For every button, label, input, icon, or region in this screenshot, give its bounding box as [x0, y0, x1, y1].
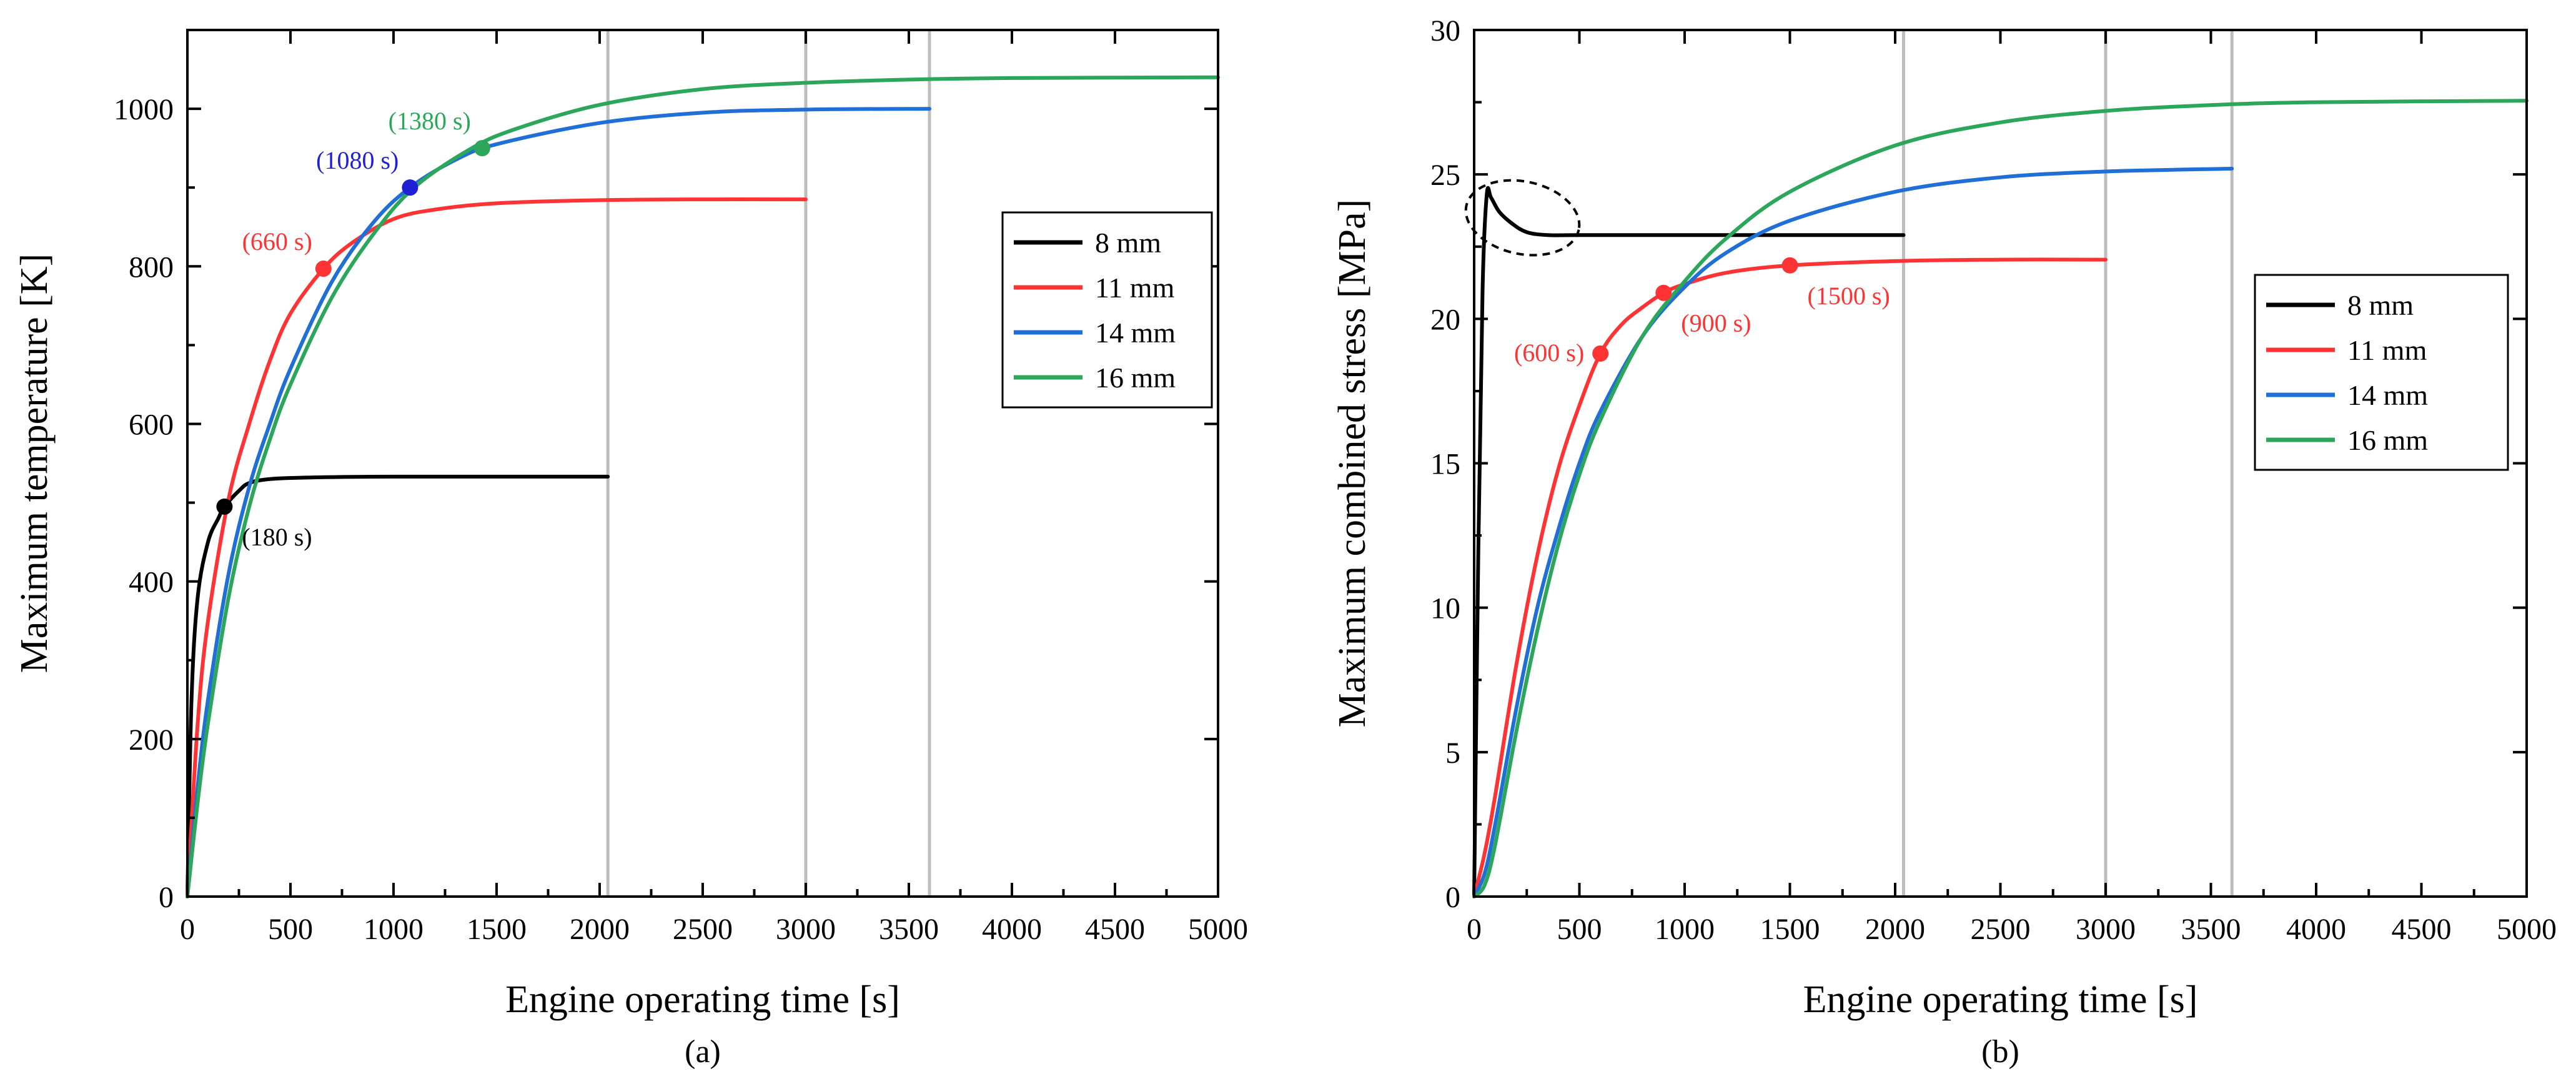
- annotation-label: (1500 s): [1808, 282, 1890, 310]
- annotation-point: [1592, 345, 1609, 362]
- series-line-16-mm: [186, 75, 1220, 898]
- series-line-14-mm: [1472, 166, 2234, 898]
- x-tick-label: 3000: [776, 913, 836, 946]
- x-tick-label: 500: [268, 913, 313, 946]
- panel-caption: (b): [1981, 1034, 2019, 1070]
- legend-label-8-mm: 8 mm: [2347, 289, 2414, 321]
- series-line-8-mm: [186, 474, 610, 898]
- x-tick-label: 1000: [1655, 913, 1715, 946]
- x-tick-label: 0: [180, 913, 195, 946]
- annotation-label: (1080 s): [316, 146, 399, 174]
- y-tick-label: 30: [1430, 14, 1460, 47]
- y-tick-label: 200: [129, 723, 174, 757]
- annotation-point: [1655, 284, 1672, 301]
- x-tick-label: 2000: [1865, 913, 1925, 946]
- annotation-label: (900 s): [1681, 309, 1751, 337]
- y-tick-label: 0: [159, 881, 174, 914]
- series-line-11-mm: [1472, 257, 2108, 898]
- series-line-16-mm: [1472, 99, 2529, 898]
- x-tick-label: 4500: [2392, 913, 2452, 946]
- x-tick-label: 2500: [673, 913, 733, 946]
- annotation-label: (1380 s): [389, 107, 471, 135]
- x-tick-label: 3500: [2181, 913, 2241, 946]
- legend-box: [2254, 274, 2509, 471]
- legend: 8 mm 11 mm 14 mm 16 mm: [2254, 274, 2509, 471]
- y-tick-label: 25: [1430, 159, 1460, 192]
- annotation-label: (660 s): [242, 227, 312, 256]
- series-line-14-mm: [186, 107, 931, 898]
- legend-label-11-mm: 11 mm: [1095, 272, 1175, 304]
- legend-label-14-mm: 14 mm: [2347, 379, 2428, 411]
- legend-label-14-mm: 14 mm: [1095, 317, 1176, 349]
- chart-panel-a: (180 s) (660 s) (1080 s) (1380 s) 0 500 1000 15…: [13, 29, 1248, 1070]
- x-tick-label: 4000: [2286, 913, 2346, 946]
- x-tick-label: 3000: [2076, 913, 2136, 946]
- annotation-point: [473, 140, 490, 157]
- chart-panel-b: (600 s) (900 s) (1500 s) 0 500 1000 1500 2000 25…: [1331, 14, 2557, 1070]
- x-tick-label: 2000: [570, 913, 630, 946]
- annotation-point: [315, 261, 332, 277]
- legend: 8 mm 11 mm 14 mm 16 mm: [1001, 211, 1213, 409]
- x-tick-label: 1000: [364, 913, 424, 946]
- x-tick-label: 500: [1557, 913, 1602, 946]
- y-axis-title: Maximum temperature [K]: [13, 254, 56, 673]
- x-tick-label: 5000: [1188, 913, 1248, 946]
- y-tick-label: 600: [129, 408, 174, 441]
- y-tick-label: 0: [1445, 881, 1460, 914]
- y-axis-title: Maximum combined stress [MPa]: [1331, 199, 1374, 728]
- panel-caption: (a): [685, 1034, 721, 1070]
- x-axis-title: Engine operating time [s]: [505, 978, 900, 1021]
- y-tick-label: 1000: [114, 93, 174, 126]
- y-tick-label: 15: [1430, 448, 1460, 481]
- annotation-point: [1781, 257, 1798, 274]
- legend-label-16-mm: 16 mm: [2347, 424, 2428, 456]
- x-axis-title: Engine operating time [s]: [1803, 978, 2198, 1021]
- x-tick-label: 1500: [467, 913, 527, 946]
- series-line-8-mm: [1472, 186, 1906, 898]
- legend-label-11-mm: 11 mm: [2347, 334, 2427, 366]
- y-tick-label: 5: [1445, 737, 1460, 770]
- y-tick-label: 800: [129, 251, 174, 284]
- y-tick-label: 400: [129, 566, 174, 599]
- x-tick-label: 3500: [879, 913, 939, 946]
- annotation-label: (600 s): [1514, 339, 1584, 367]
- x-tick-label: 5000: [2497, 913, 2557, 946]
- y-tick-label: 20: [1430, 303, 1460, 336]
- x-tick-label: 0: [1467, 913, 1482, 946]
- series-line-11-mm: [186, 197, 808, 898]
- legend-label-16-mm: 16 mm: [1095, 362, 1176, 394]
- legend-box: [1001, 211, 1213, 409]
- x-tick-label: 2500: [1971, 913, 2031, 946]
- x-tick-label: 4000: [982, 913, 1042, 946]
- legend-label-8-mm: 8 mm: [1095, 227, 1161, 259]
- y-tick-label: 10: [1430, 592, 1460, 625]
- annotation-point: [216, 498, 233, 515]
- x-tick-label: 1500: [1760, 913, 1820, 946]
- annotation-point: [402, 179, 419, 196]
- highlight-ellipse: [1464, 179, 1581, 257]
- annotation-label: (180 s): [242, 523, 312, 551]
- x-tick-label: 4500: [1085, 913, 1145, 946]
